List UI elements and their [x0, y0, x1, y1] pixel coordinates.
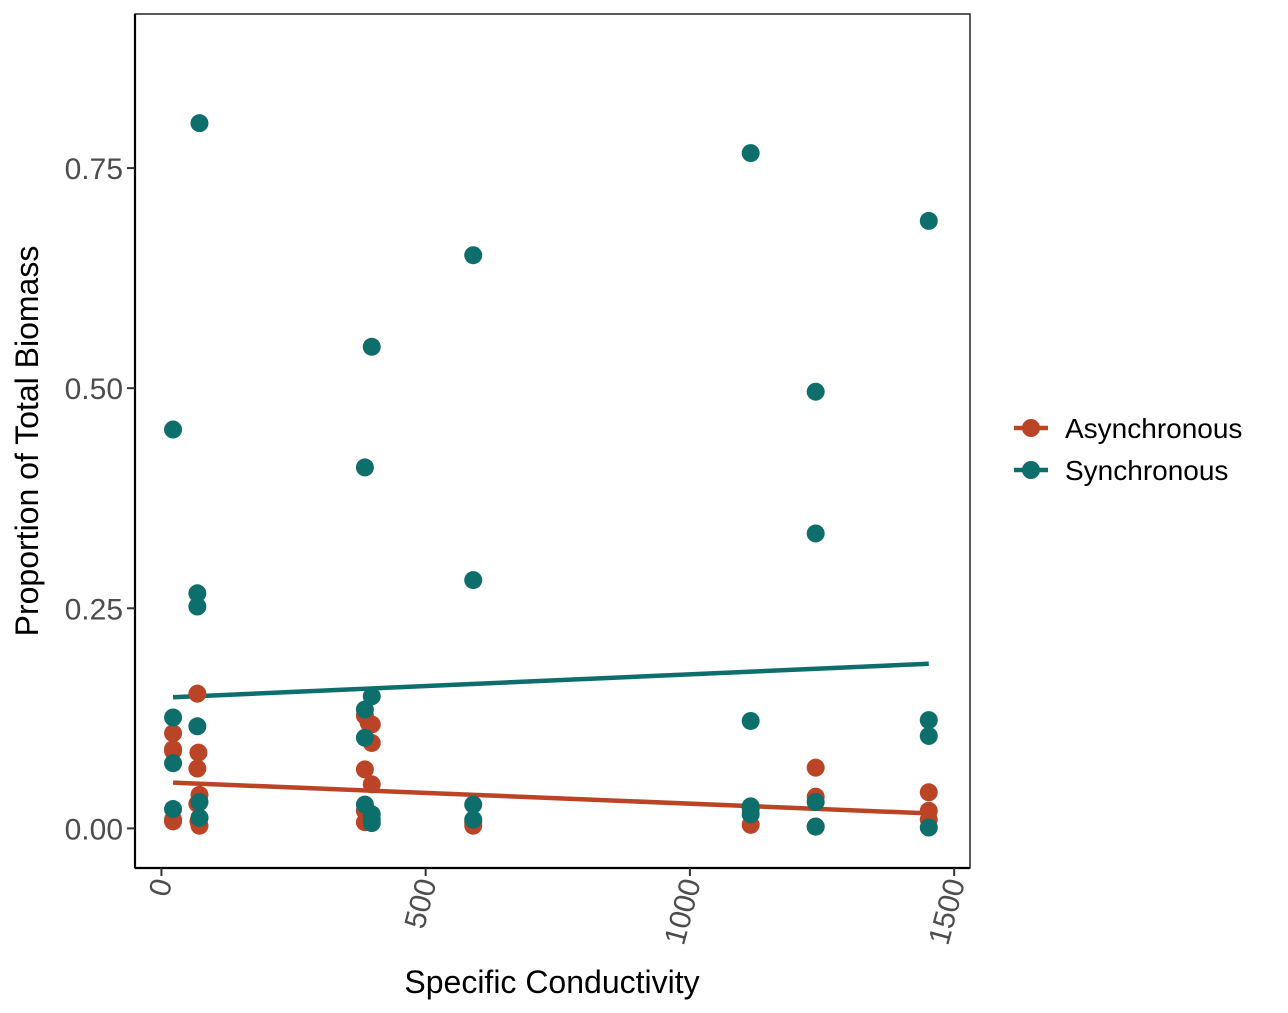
y-axis-title: Proportion of Total Biomass — [9, 246, 45, 637]
asynchronous-point — [188, 684, 207, 703]
asynchronous-point — [164, 741, 183, 760]
synchronous-point — [464, 571, 483, 590]
chart-marks — [164, 114, 938, 837]
synchronous-point — [164, 800, 183, 819]
legend-key-point — [1022, 419, 1040, 437]
synchronous-point — [919, 818, 938, 837]
synchronous-point — [190, 808, 209, 827]
synchronous-point — [188, 717, 207, 736]
synchronous-point — [164, 708, 183, 727]
synchronous-point — [741, 144, 760, 163]
synchronous-point — [806, 792, 825, 811]
synchronous-point — [919, 726, 938, 745]
y-tick-label: 0.75 — [65, 153, 123, 186]
y-tick-label: 0.00 — [65, 813, 123, 846]
legend-label: Asynchronous — [1065, 413, 1242, 444]
synchronous-trend-line — [172, 661, 929, 700]
synchronous-point — [362, 337, 381, 356]
synchronous-point — [464, 246, 483, 265]
synchronous-point — [355, 728, 374, 747]
x-tick-label: 0 — [143, 875, 179, 900]
synchronous-point — [362, 687, 381, 706]
asynchronous-point — [189, 743, 208, 762]
legend: Asynchronous Synchronous — [1014, 413, 1242, 486]
asynchronous-point — [362, 715, 381, 734]
synchronous-point — [362, 814, 381, 833]
synchronous-point — [355, 458, 374, 477]
asynchronous-point — [919, 783, 938, 802]
asynchronous-point — [806, 758, 825, 777]
synchronous-point — [806, 817, 825, 836]
legend-label: Synchronous — [1065, 455, 1228, 486]
synchronous-point — [919, 211, 938, 230]
x-tick-label: 1000 — [659, 875, 708, 948]
y-tick-label: 0.25 — [65, 593, 123, 626]
asynchronous-point — [164, 724, 183, 743]
synchronous-point — [806, 382, 825, 401]
synchronous-point — [741, 805, 760, 824]
synchronous-point — [919, 711, 938, 730]
synchronous-point — [741, 711, 760, 730]
synchronous-point — [190, 114, 209, 133]
synchronous-point — [190, 792, 209, 811]
asynchronous-point — [362, 775, 381, 794]
synchronous-point — [464, 810, 483, 829]
plot-panel — [134, 13, 971, 869]
x-tick-label: 1500 — [923, 875, 972, 948]
asynchronous-point — [164, 812, 183, 831]
synchronous-point — [188, 597, 207, 616]
y-tick-label: 0.50 — [65, 373, 123, 406]
synchronous-point — [164, 754, 183, 773]
synchronous-point — [164, 420, 183, 439]
x-tick-label: 500 — [399, 875, 444, 932]
synchronous-point — [464, 795, 483, 814]
legend-item-asynchronous: Asynchronous — [1014, 413, 1242, 444]
asynchronous-trend-line — [172, 780, 929, 816]
legend-key-point — [1022, 461, 1040, 479]
synchronous-point — [188, 584, 207, 603]
asynchronous-point — [188, 759, 207, 778]
legend-item-synchronous: Synchronous — [1014, 455, 1228, 486]
synchronous-point — [806, 524, 825, 543]
asynchronous-point — [355, 760, 374, 779]
synchronous-point — [355, 700, 374, 719]
x-axis-title: Specific Conductivity — [404, 964, 699, 1000]
